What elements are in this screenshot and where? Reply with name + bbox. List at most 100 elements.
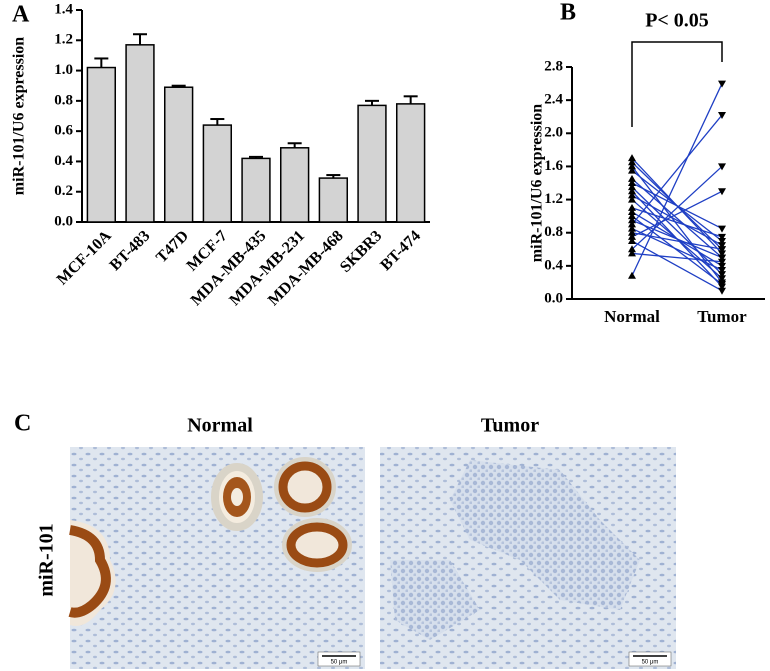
y-axis-label: miR-101/U6 expression bbox=[11, 37, 28, 195]
panel-label: B bbox=[560, 0, 576, 26]
normal-marker bbox=[628, 166, 636, 174]
tumor-marker bbox=[718, 275, 726, 283]
bar bbox=[202, 124, 233, 223]
y-axis-label: miR-101/U6 expression bbox=[529, 104, 546, 262]
normal-marker bbox=[628, 154, 636, 162]
scale-bar-label: 50 μm bbox=[642, 660, 659, 666]
normal-marker bbox=[628, 158, 636, 166]
tumor-marker bbox=[718, 281, 726, 289]
pair-line bbox=[631, 240, 723, 292]
tumor-marker bbox=[718, 246, 726, 254]
x-tick-label: Normal bbox=[604, 307, 660, 326]
pair-line bbox=[631, 190, 723, 238]
y-tick-label: 1.4 bbox=[54, 1, 73, 17]
normal-marker bbox=[628, 195, 636, 203]
bar bbox=[86, 66, 117, 223]
pair-line bbox=[631, 252, 723, 263]
bar bbox=[279, 147, 310, 223]
y-tick-label: 0.0 bbox=[54, 213, 73, 229]
bar bbox=[357, 104, 387, 223]
x-tick-label: SKBR3 bbox=[337, 227, 385, 275]
normal-marker bbox=[628, 191, 636, 199]
tumor-marker bbox=[718, 254, 726, 262]
y-tick-label: 1.2 bbox=[544, 191, 563, 207]
tumor-marker bbox=[718, 238, 726, 245]
y-tick-label: 0.0 bbox=[544, 290, 563, 306]
normal-marker bbox=[628, 174, 636, 182]
normal-marker bbox=[628, 237, 636, 244]
tumor-marker bbox=[718, 225, 726, 233]
tumor-marker bbox=[718, 163, 726, 171]
tumor-marker bbox=[718, 267, 726, 274]
pair-line bbox=[631, 178, 723, 259]
column-label: Tumor bbox=[481, 415, 539, 437]
normal-marker bbox=[628, 203, 636, 211]
y-tick-label: 0.6 bbox=[54, 123, 73, 139]
pair-line bbox=[631, 165, 723, 250]
pair-line bbox=[631, 194, 723, 246]
normal-marker bbox=[628, 187, 636, 195]
normal-marker bbox=[628, 271, 636, 279]
normal-marker bbox=[628, 179, 636, 186]
y-tick-label: 0.8 bbox=[544, 224, 563, 240]
panel-label: A bbox=[12, 2, 30, 28]
y-tick-label: 2.0 bbox=[544, 125, 563, 141]
normal-marker bbox=[628, 245, 636, 253]
normal-marker bbox=[628, 228, 636, 236]
tumor-marker bbox=[718, 112, 726, 120]
y-tick-label: 0.4 bbox=[544, 257, 563, 273]
row-label: miR-101 bbox=[36, 523, 58, 596]
y-tick-label: 1.0 bbox=[54, 62, 73, 78]
normal-marker bbox=[628, 224, 636, 232]
tumor-marker bbox=[718, 258, 726, 266]
normal-image: 50 μm bbox=[68, 447, 365, 669]
y-tick-label: 0.8 bbox=[54, 92, 73, 108]
pair-line bbox=[631, 219, 723, 259]
bar bbox=[125, 44, 155, 223]
bar bbox=[318, 177, 349, 223]
normal-marker bbox=[628, 183, 636, 191]
pair-line bbox=[631, 166, 723, 283]
tumor-marker bbox=[718, 262, 726, 270]
pair-line bbox=[631, 186, 723, 275]
pair-line bbox=[631, 83, 723, 277]
pair-line bbox=[631, 182, 723, 230]
y-tick-label: 2.8 bbox=[544, 58, 563, 74]
bar bbox=[241, 157, 271, 223]
tumor-marker bbox=[718, 242, 726, 250]
tumor-marker bbox=[718, 233, 726, 241]
y-tick-label: 1.2 bbox=[54, 32, 73, 48]
tumor-marker bbox=[718, 188, 726, 196]
y-tick-label: 0.4 bbox=[54, 153, 73, 169]
significance-bracket bbox=[631, 41, 723, 127]
pair-line bbox=[631, 207, 723, 238]
normal-marker bbox=[628, 249, 636, 257]
normal-marker bbox=[628, 216, 636, 224]
normal-marker bbox=[628, 220, 636, 228]
x-tick-label: Tumor bbox=[697, 307, 747, 326]
bar bbox=[163, 86, 194, 223]
bar bbox=[395, 103, 426, 223]
tumor-marker bbox=[718, 287, 726, 295]
normal-marker bbox=[628, 212, 636, 220]
tumor-marker bbox=[718, 80, 726, 88]
y-tick-label: 1.6 bbox=[544, 158, 563, 174]
normal-marker bbox=[628, 162, 636, 170]
tumor-image: 50 μm bbox=[380, 447, 676, 669]
x-tick-label: MCF-10A bbox=[54, 227, 115, 288]
y-tick-label: 2.4 bbox=[544, 92, 563, 108]
tumor-marker bbox=[718, 271, 726, 279]
scale-bar-label: 50 μm bbox=[331, 660, 348, 666]
normal-marker bbox=[628, 208, 636, 215]
panel-label: C bbox=[14, 411, 31, 437]
annotation: P< 0.05 bbox=[645, 10, 709, 32]
pair-line bbox=[631, 114, 723, 225]
y-tick-label: 0.2 bbox=[54, 183, 73, 199]
x-tick-label: BT-483 bbox=[107, 227, 154, 274]
column-label: Normal bbox=[187, 415, 253, 437]
x-tick-label: BT-474 bbox=[377, 227, 424, 274]
pair-line bbox=[631, 215, 723, 285]
normal-marker bbox=[628, 232, 636, 240]
tumor-marker bbox=[718, 250, 726, 258]
